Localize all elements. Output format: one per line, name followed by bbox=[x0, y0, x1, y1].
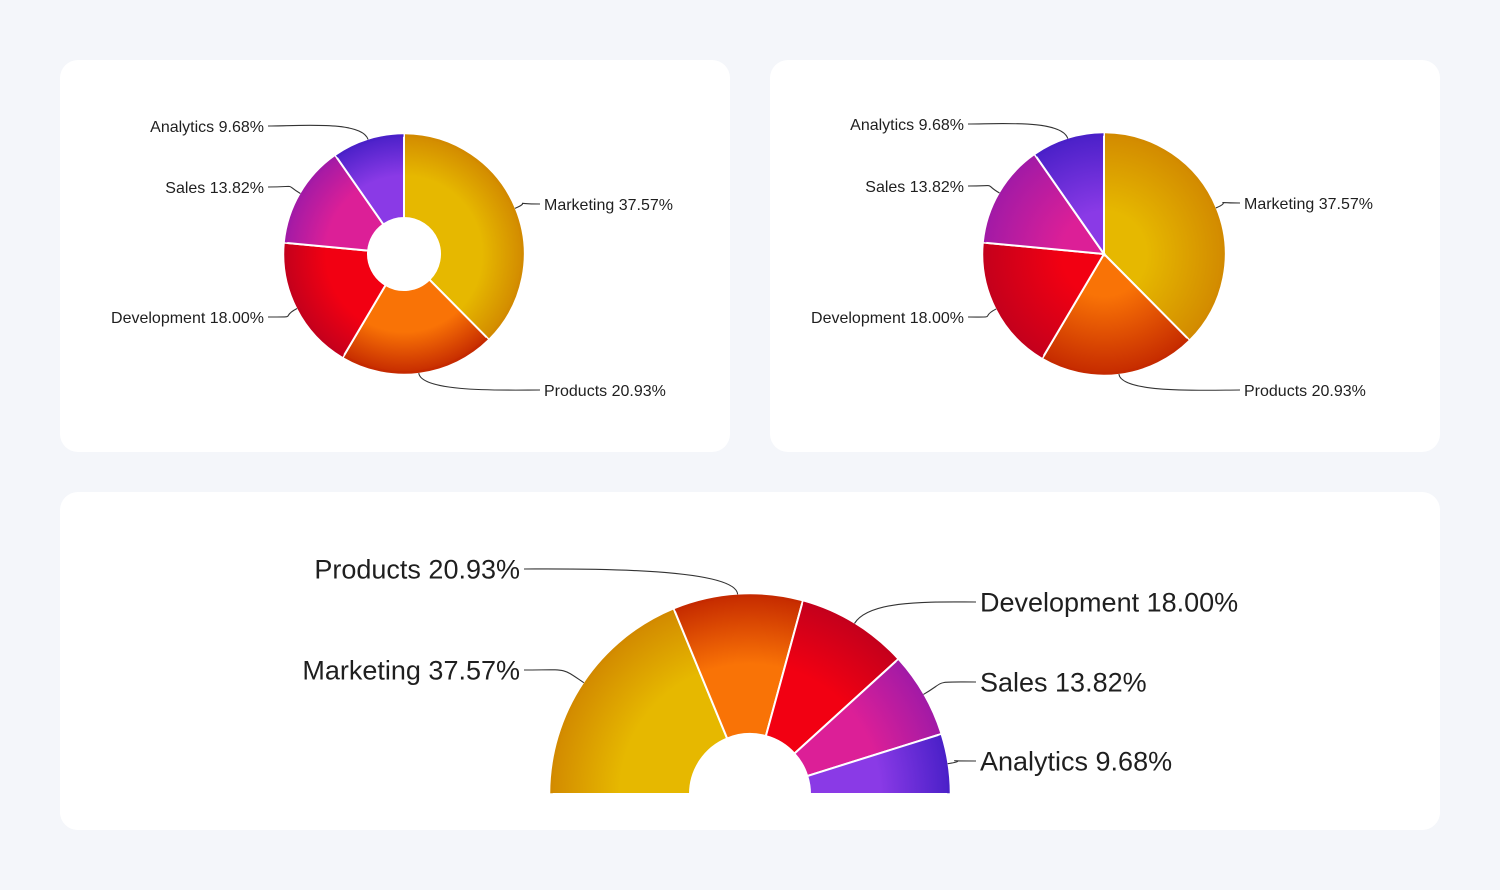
data-label-development: Development 18.00% bbox=[980, 588, 1238, 618]
data-label-development: Development 18.00% bbox=[111, 310, 264, 327]
slice-analytics[interactable] bbox=[334, 132, 405, 226]
slice-development[interactable] bbox=[283, 241, 388, 359]
slice-marketing[interactable] bbox=[403, 132, 525, 341]
leader-line-marketing bbox=[523, 669, 585, 684]
slice-rim-development bbox=[284, 243, 344, 357]
pie-chart-card: Marketing 37.57% Products 20.93% Developme… bbox=[770, 60, 1440, 452]
donut-chart-card: Marketing 37.57% Products 20.93% Developme… bbox=[60, 60, 730, 452]
leader-line-development bbox=[267, 307, 298, 318]
data-label-products: Products 20.93% bbox=[1244, 383, 1366, 400]
data-label-sales: Sales 13.82% bbox=[865, 179, 964, 196]
slice-rim-products bbox=[1042, 338, 1189, 375]
leader-line-products bbox=[418, 372, 541, 391]
slice-rim-marketing bbox=[1104, 133, 1225, 340]
slice-products[interactable] bbox=[341, 278, 490, 375]
slice-rim-analytics bbox=[938, 734, 950, 794]
slice-marketing[interactable] bbox=[1103, 131, 1226, 342]
slice-rim-products bbox=[674, 594, 802, 612]
pie-chart: Marketing 37.57% Products 20.93% Developme… bbox=[811, 117, 1373, 400]
data-label-marketing: Marketing 37.57% bbox=[544, 197, 673, 214]
slice-products[interactable] bbox=[672, 593, 805, 740]
leader-line-products bbox=[523, 568, 739, 595]
leader-line-marketing bbox=[1215, 202, 1241, 209]
data-label-sales: Sales 13.82% bbox=[980, 668, 1147, 698]
data-label-sales: Sales 13.82% bbox=[165, 180, 264, 197]
leader-line-development bbox=[967, 308, 997, 318]
leader-line-products bbox=[1118, 373, 1241, 391]
data-label-analytics: Analytics 9.68% bbox=[150, 119, 264, 136]
leader-line-sales bbox=[267, 185, 301, 194]
leader-line-analytics bbox=[947, 760, 977, 765]
leader-line-analytics bbox=[267, 124, 369, 140]
data-label-analytics: Analytics 9.68% bbox=[980, 747, 1172, 777]
slice-analytics[interactable] bbox=[1033, 131, 1105, 258]
leader-line-sales bbox=[923, 681, 977, 695]
slice-rim-sales bbox=[284, 155, 337, 243]
semi-donut-chart-card: Marketing 37.57% Products 20.93% Developme… bbox=[60, 492, 1440, 830]
slice-rim-sales bbox=[983, 155, 1037, 243]
leader-line-marketing bbox=[514, 202, 541, 209]
data-label-products: Products 20.93% bbox=[544, 383, 666, 400]
slice-rim-marketing bbox=[404, 134, 524, 339]
slice-development[interactable] bbox=[982, 241, 1106, 360]
slice-rim-analytics bbox=[1035, 133, 1104, 157]
data-label-products: Products 20.93% bbox=[314, 555, 520, 585]
slice-rim-analytics bbox=[335, 134, 404, 158]
leader-line-analytics bbox=[967, 123, 1069, 139]
slice-rim-sales bbox=[896, 660, 941, 735]
data-label-marketing: Marketing 37.57% bbox=[1244, 196, 1373, 213]
data-label-development: Development 18.00% bbox=[811, 310, 964, 327]
data-label-analytics: Analytics 9.68% bbox=[850, 117, 964, 134]
semi-donut-chart: Marketing 37.57% Products 20.93% Developme… bbox=[60, 555, 1440, 830]
leader-line-development bbox=[854, 601, 977, 624]
data-label-marketing: Marketing 37.57% bbox=[302, 656, 520, 686]
slice-sales[interactable] bbox=[283, 154, 385, 252]
semi-donut-baseline-mask bbox=[60, 794, 1440, 830]
leader-line-sales bbox=[967, 185, 1000, 194]
slice-rim-marketing bbox=[550, 609, 675, 794]
donut-chart: Marketing 37.57% Products 20.93% Developme… bbox=[111, 119, 673, 400]
slice-rim-development bbox=[983, 243, 1044, 358]
slice-rim-development bbox=[802, 601, 898, 661]
slice-rim-products bbox=[343, 337, 488, 374]
